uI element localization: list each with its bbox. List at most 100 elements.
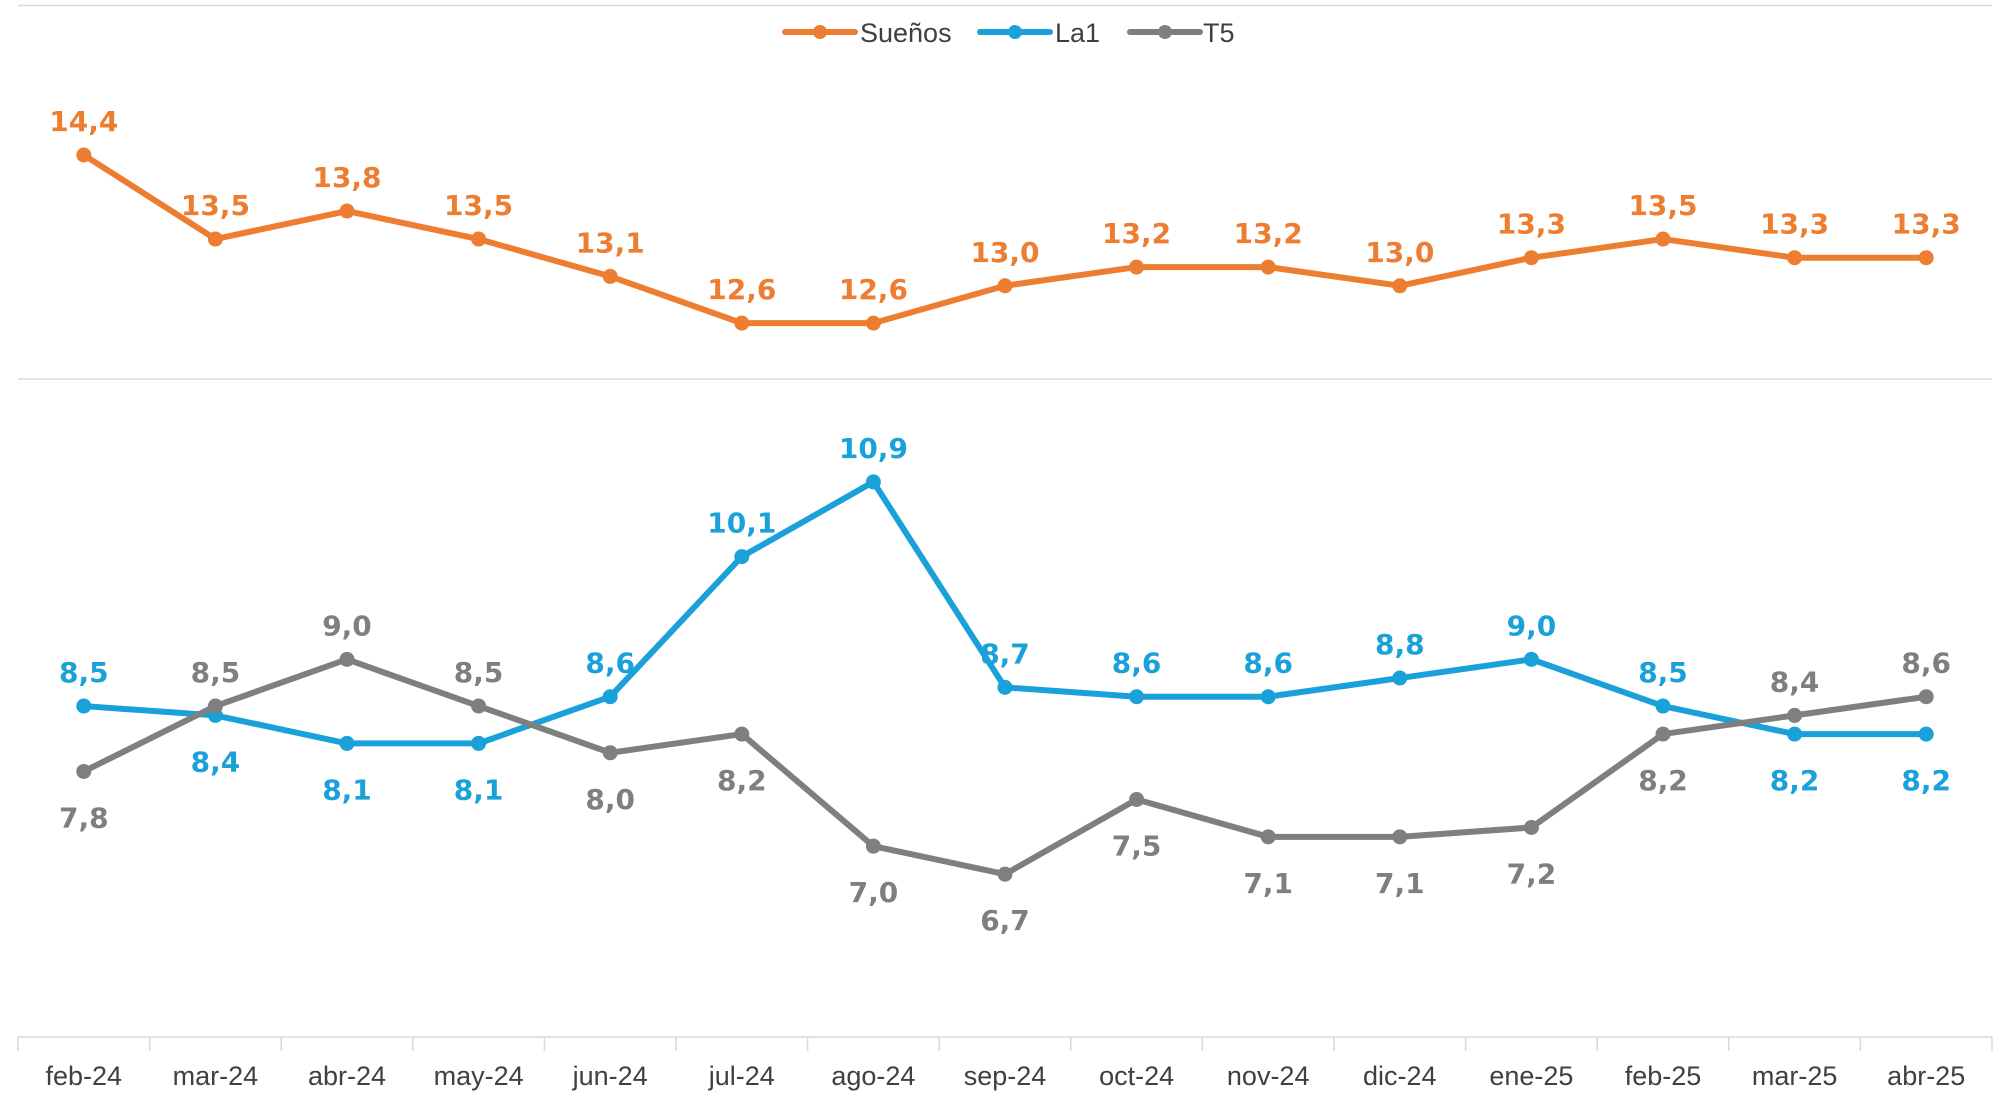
data-label-la1: 8,8 xyxy=(1375,628,1425,661)
data-point-la1 xyxy=(734,549,750,565)
data-point-t5 xyxy=(734,726,750,742)
data-point-t5 xyxy=(1260,829,1276,845)
data-point-la1 xyxy=(1918,726,1934,742)
data-point-sue-os xyxy=(1787,250,1803,266)
data-label-t5: 8,2 xyxy=(717,764,767,797)
x-tick-label: sep-24 xyxy=(964,1061,1047,1091)
data-label-sue-os: 13,2 xyxy=(1102,217,1171,250)
data-label-t5: 6,7 xyxy=(980,904,1030,937)
data-label-t5: 8,6 xyxy=(1901,647,1951,680)
legend-marker-la1 xyxy=(1008,25,1022,39)
legend-label-sue-os: Sueños xyxy=(860,18,952,48)
data-label-t5: 8,0 xyxy=(585,783,635,816)
legend-label-la1: La1 xyxy=(1055,18,1100,48)
data-label-sue-os: 13,3 xyxy=(1497,208,1566,241)
x-tick-label: feb-24 xyxy=(46,1061,123,1091)
data-point-la1 xyxy=(339,735,355,751)
data-point-la1 xyxy=(1129,689,1145,705)
data-point-la1 xyxy=(471,735,487,751)
data-point-la1 xyxy=(1392,670,1408,686)
x-tick-label: oct-24 xyxy=(1099,1061,1174,1091)
data-label-la1: 10,1 xyxy=(707,507,776,540)
data-label-sue-os: 14,4 xyxy=(49,105,118,138)
data-label-la1: 8,4 xyxy=(191,745,241,778)
x-tick-label: jun-24 xyxy=(572,1061,648,1091)
x-tick-label: may-24 xyxy=(434,1061,524,1091)
data-point-t5 xyxy=(1918,689,1934,705)
data-point-t5 xyxy=(1392,829,1408,845)
data-label-sue-os: 13,0 xyxy=(970,236,1039,269)
data-point-la1 xyxy=(1260,689,1276,705)
data-label-sue-os: 12,6 xyxy=(707,273,776,306)
data-label-sue-os: 13,2 xyxy=(1234,217,1303,250)
data-label-t5: 8,5 xyxy=(191,656,241,689)
data-label-sue-os: 13,5 xyxy=(444,189,513,222)
data-point-sue-os xyxy=(1129,259,1145,275)
data-label-sue-os: 13,0 xyxy=(1365,236,1434,269)
data-point-la1 xyxy=(1787,726,1803,742)
data-label-t5: 7,0 xyxy=(849,876,899,909)
data-label-t5: 9,0 xyxy=(322,609,372,642)
data-point-t5 xyxy=(76,763,92,779)
data-point-t5 xyxy=(471,698,487,714)
x-tick-label: ene-25 xyxy=(1489,1061,1573,1091)
data-point-sue-os xyxy=(339,203,355,219)
data-label-la1: 8,6 xyxy=(1243,647,1293,680)
data-label-sue-os: 13,1 xyxy=(576,226,645,259)
data-point-la1 xyxy=(997,679,1013,695)
x-tick-label: abr-25 xyxy=(1887,1061,1965,1091)
gridlines xyxy=(18,4,1992,380)
data-point-t5 xyxy=(865,838,881,854)
data-point-sue-os xyxy=(602,268,618,284)
data-point-t5 xyxy=(997,866,1013,882)
data-point-t5 xyxy=(602,745,618,761)
data-point-sue-os xyxy=(1260,259,1276,275)
data-point-sue-os xyxy=(997,278,1013,294)
legend-label-t5: T5 xyxy=(1203,18,1235,48)
x-tick-label: mar-24 xyxy=(173,1061,259,1091)
data-label-t5: 8,5 xyxy=(454,656,504,689)
data-label-t5: 7,5 xyxy=(1112,829,1162,862)
x-tick-label: mar-25 xyxy=(1752,1061,1838,1091)
data-label-la1: 8,2 xyxy=(1901,764,1951,797)
x-tick-label: nov-24 xyxy=(1227,1061,1310,1091)
x-tick-label: dic-24 xyxy=(1363,1061,1437,1091)
data-label-la1: 8,6 xyxy=(585,647,635,680)
data-label-t5: 7,8 xyxy=(59,801,109,834)
data-point-sue-os xyxy=(1392,278,1408,294)
data-label-la1: 9,0 xyxy=(1507,609,1557,642)
data-label-la1: 8,1 xyxy=(322,773,372,806)
data-point-sue-os xyxy=(734,315,750,331)
data-label-la1: 8,1 xyxy=(454,773,504,806)
data-point-t5 xyxy=(339,651,355,667)
data-point-t5 xyxy=(1523,819,1539,835)
data-label-sue-os: 13,3 xyxy=(1760,208,1829,241)
legend-marker-sue-os xyxy=(813,25,827,39)
data-point-t5 xyxy=(1129,791,1145,807)
data-point-la1 xyxy=(602,689,618,705)
series-lines xyxy=(76,147,1934,882)
data-labels: 14,4 13,5 13,8 13,5 13,1 12,6 12,6 13,0 13,2 13,2… xyxy=(49,105,1960,937)
x-axis: feb-24 mar-24 abr-24 may-24 jun-24 jul-24 ago-… xyxy=(17,1036,1993,1091)
legend-marker-t5 xyxy=(1158,25,1172,39)
data-point-la1 xyxy=(1655,698,1671,714)
data-label-sue-os: 13,3 xyxy=(1892,208,1961,241)
data-point-sue-os xyxy=(471,231,487,247)
data-label-t5: 8,2 xyxy=(1638,764,1688,797)
data-label-t5: 8,4 xyxy=(1770,665,1820,698)
data-label-la1: 8,7 xyxy=(980,637,1030,670)
data-label-sue-os: 13,5 xyxy=(1628,189,1697,222)
x-tick-label: feb-25 xyxy=(1625,1061,1702,1091)
data-point-sue-os xyxy=(1523,250,1539,266)
data-point-la1 xyxy=(865,474,881,490)
data-label-t5: 7,1 xyxy=(1243,867,1293,900)
data-point-sue-os xyxy=(76,147,92,163)
data-point-t5 xyxy=(1787,707,1803,723)
data-label-sue-os: 13,5 xyxy=(181,189,250,222)
data-label-la1: 8,6 xyxy=(1112,647,1162,680)
data-label-la1: 10,9 xyxy=(839,432,908,465)
legend: Sueños La1 T5 xyxy=(782,18,1235,48)
x-tick-label: ago-24 xyxy=(831,1061,915,1091)
